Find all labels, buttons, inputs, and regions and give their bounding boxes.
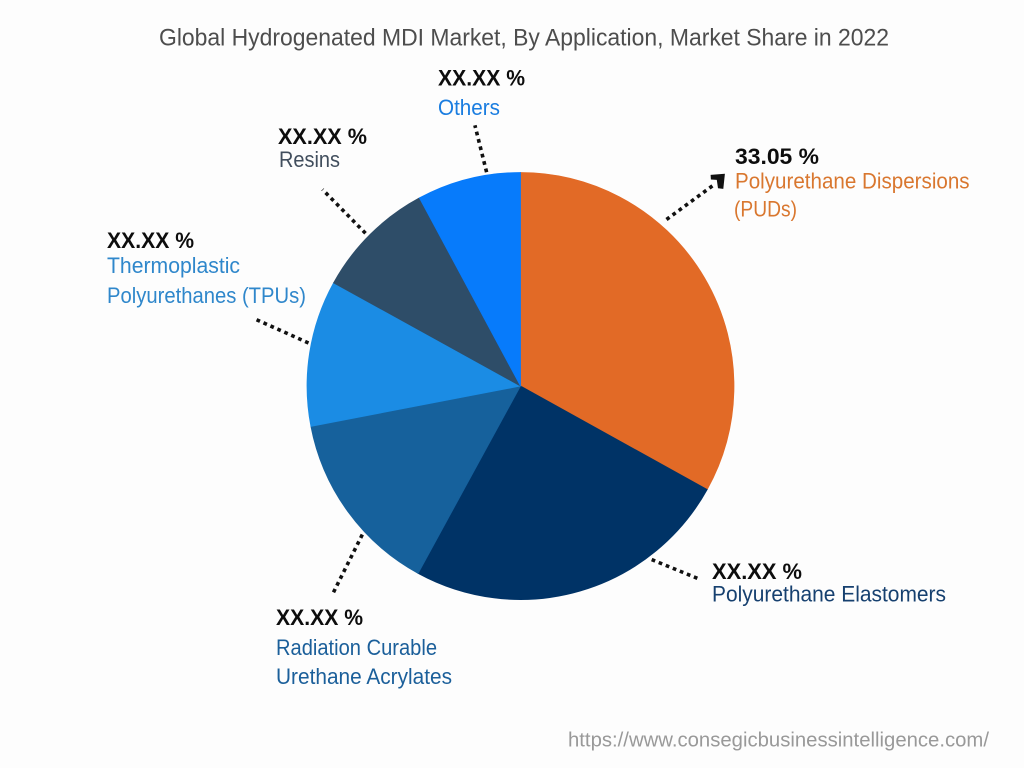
svg-text:https://www.consegicbusinessin: https://www.consegicbusinessintelligence…	[568, 730, 989, 752]
svg-text:Radiation Curable: Radiation Curable	[276, 635, 437, 660]
svg-text:XX.XX %: XX.XX %	[276, 605, 363, 630]
svg-text:Others: Others	[438, 95, 500, 120]
svg-text:Polyurethane Dispersions: Polyurethane Dispersions	[735, 169, 970, 194]
svg-text:Resins: Resins	[279, 147, 340, 172]
svg-text:XX.XX %: XX.XX %	[278, 124, 367, 149]
svg-text:XX.XX %: XX.XX %	[107, 228, 194, 253]
svg-text:Polyurethane Elastomers: Polyurethane Elastomers	[712, 582, 946, 607]
svg-text:XX.XX %: XX.XX %	[438, 66, 525, 91]
svg-text:(PUDs): (PUDs)	[734, 197, 797, 222]
svg-text:Polyurethanes (TPUs): Polyurethanes (TPUs)	[107, 283, 306, 308]
svg-text:Thermoplastic: Thermoplastic	[107, 253, 240, 278]
svg-text:Urethane Acrylates: Urethane Acrylates	[276, 664, 452, 689]
svg-text:Global Hydrogenated MDI Market: Global Hydrogenated MDI Market, By Appli…	[159, 24, 889, 51]
svg-text:33.05 %: 33.05 %	[735, 144, 819, 169]
svg-text:XX.XX %: XX.XX %	[712, 559, 802, 584]
